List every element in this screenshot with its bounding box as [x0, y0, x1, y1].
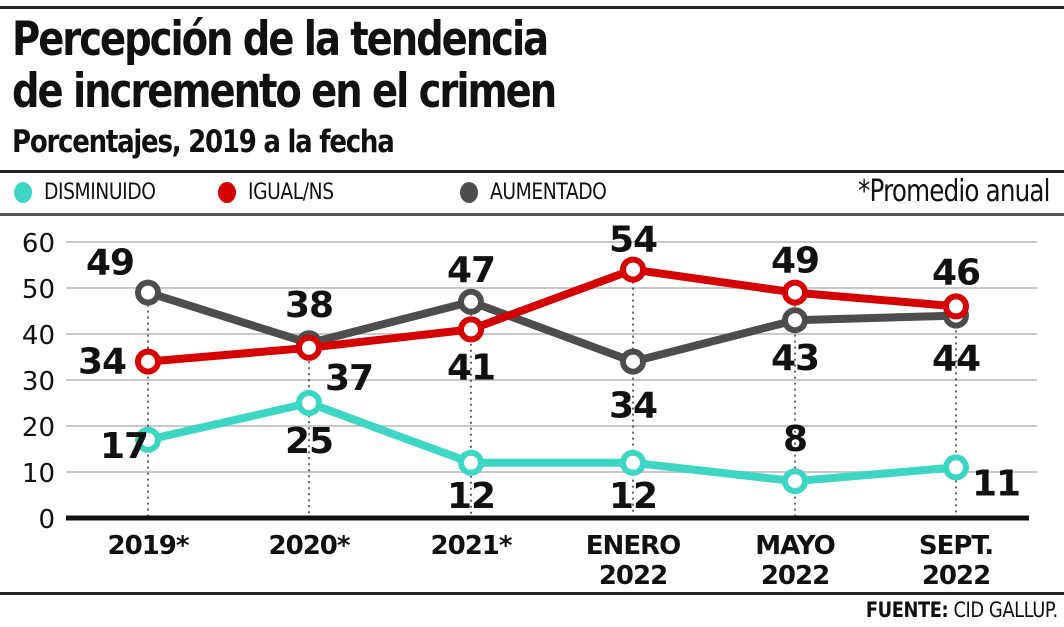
data-label: 11 [972, 463, 1020, 504]
legend-label-igual-ns: IGUAL/NS [248, 179, 334, 205]
legend-bottom-rule [0, 213, 1064, 216]
x-tick-label: SEPT. [919, 531, 993, 561]
chart-title: Percepción de la tendencia de incremento… [12, 12, 557, 119]
data-point [943, 454, 969, 481]
data-point [296, 390, 322, 416]
data-label: 37 [325, 358, 373, 399]
data-point [782, 279, 808, 306]
data-labels: 17 25 12 12 8 11 34 37 41 54 49 46 49 38 47 34 43 44 [78, 220, 1021, 517]
data-label: 49 [771, 241, 819, 282]
data-label: 44 [932, 339, 980, 380]
chart-title-line-2: de incremento en el crimen [12, 64, 557, 119]
legend: DISMINUIDO IGUAL/NS AUMENTADO *Promedio … [0, 176, 1064, 208]
series-line-aumentado [146, 288, 957, 366]
legend-label-aumentado: AUMENTADO [490, 179, 607, 205]
data-point [782, 307, 808, 334]
y-tick-label: 50 [22, 275, 55, 305]
legend-swatch-disminuido-icon [14, 181, 32, 203]
data-point [458, 316, 484, 343]
data-label: 34 [609, 386, 657, 427]
data-point [782, 468, 808, 495]
x-tick-label: ENERO [586, 531, 680, 561]
data-point [135, 279, 161, 306]
y-tick-label: 60 [22, 229, 55, 259]
y-tick-label: 0 [38, 505, 55, 535]
data-label: 49 [86, 243, 134, 284]
x-tick-label: 2020* [269, 531, 351, 561]
x-tick-label: 2019* [108, 531, 190, 561]
data-label: 34 [78, 342, 126, 383]
y-tick-label: 30 [22, 367, 55, 397]
data-label: 25 [285, 421, 333, 462]
chart-subtitle: Porcentajes, 2019 a la fecha [12, 124, 395, 160]
x-tick-label: MAYO [755, 531, 835, 561]
data-label: 17 [100, 426, 148, 467]
legend-item-disminuido: DISMINUIDO [14, 176, 175, 208]
data-point [458, 288, 484, 315]
source-credit: FUENTE: CID GALLUP. [866, 598, 1058, 622]
series-line-disminuido [147, 399, 957, 486]
data-point [135, 348, 161, 375]
data-label: 12 [447, 476, 495, 517]
bottom-rule [0, 592, 1064, 595]
data-label: 12 [609, 476, 657, 517]
y-tick-label: 20 [22, 413, 55, 443]
top-rule [0, 6, 1064, 9]
data-point [620, 449, 646, 476]
legend-swatch-igual-ns-icon [218, 181, 236, 203]
data-label: 47 [447, 250, 495, 291]
data-label: 54 [609, 220, 657, 261]
legend-note: *Promedio anual [858, 174, 1050, 209]
legend-swatch-aumentado-icon [460, 181, 478, 203]
x-tick-label: 2021* [431, 531, 513, 561]
source-value: CID GALLUP. [953, 598, 1059, 622]
data-point [296, 334, 322, 361]
legend-top-rule [0, 170, 1064, 173]
series-lines [135, 256, 969, 495]
data-label: 38 [285, 285, 333, 326]
data-point [620, 256, 646, 283]
data-label: 43 [771, 338, 819, 379]
legend-item-igual-ns: IGUAL/NS [218, 176, 349, 208]
y-tick-label: 40 [22, 321, 55, 351]
chart-title-line-1: Percepción de la tendencia [12, 12, 549, 67]
x-tick-label: 2022 [599, 561, 667, 591]
x-tick-label: 2022 [922, 561, 990, 591]
source-label: FUENTE: [866, 598, 949, 622]
data-point [620, 348, 646, 375]
data-point [458, 449, 484, 476]
data-point [135, 426, 161, 453]
series-line-igual-ns [147, 265, 957, 366]
y-tick-label: 10 [22, 459, 55, 489]
legend-label-disminuido: DISMINUIDO [44, 179, 156, 205]
x-tick-label: 2022 [761, 561, 829, 591]
y-axis-ticks: 0 10 20 30 40 50 60 [22, 229, 55, 535]
data-label: 46 [932, 252, 980, 293]
data-point [943, 293, 969, 320]
data-label: 41 [447, 347, 495, 388]
data-label: 8 [783, 419, 807, 460]
x-axis-tick-labels: 2019* 2020* 2021* ENERO2022MAYO2022SEPT.202… [108, 531, 995, 591]
legend-item-aumentado: AUMENTADO [460, 176, 627, 208]
